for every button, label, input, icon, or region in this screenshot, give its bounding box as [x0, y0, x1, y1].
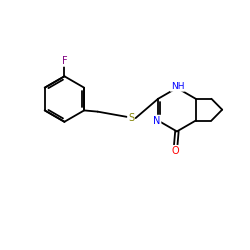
- Text: F: F: [62, 56, 67, 66]
- Text: S: S: [128, 113, 134, 123]
- Text: NH: NH: [171, 82, 184, 91]
- Text: N: N: [153, 116, 160, 126]
- Text: O: O: [172, 146, 179, 156]
